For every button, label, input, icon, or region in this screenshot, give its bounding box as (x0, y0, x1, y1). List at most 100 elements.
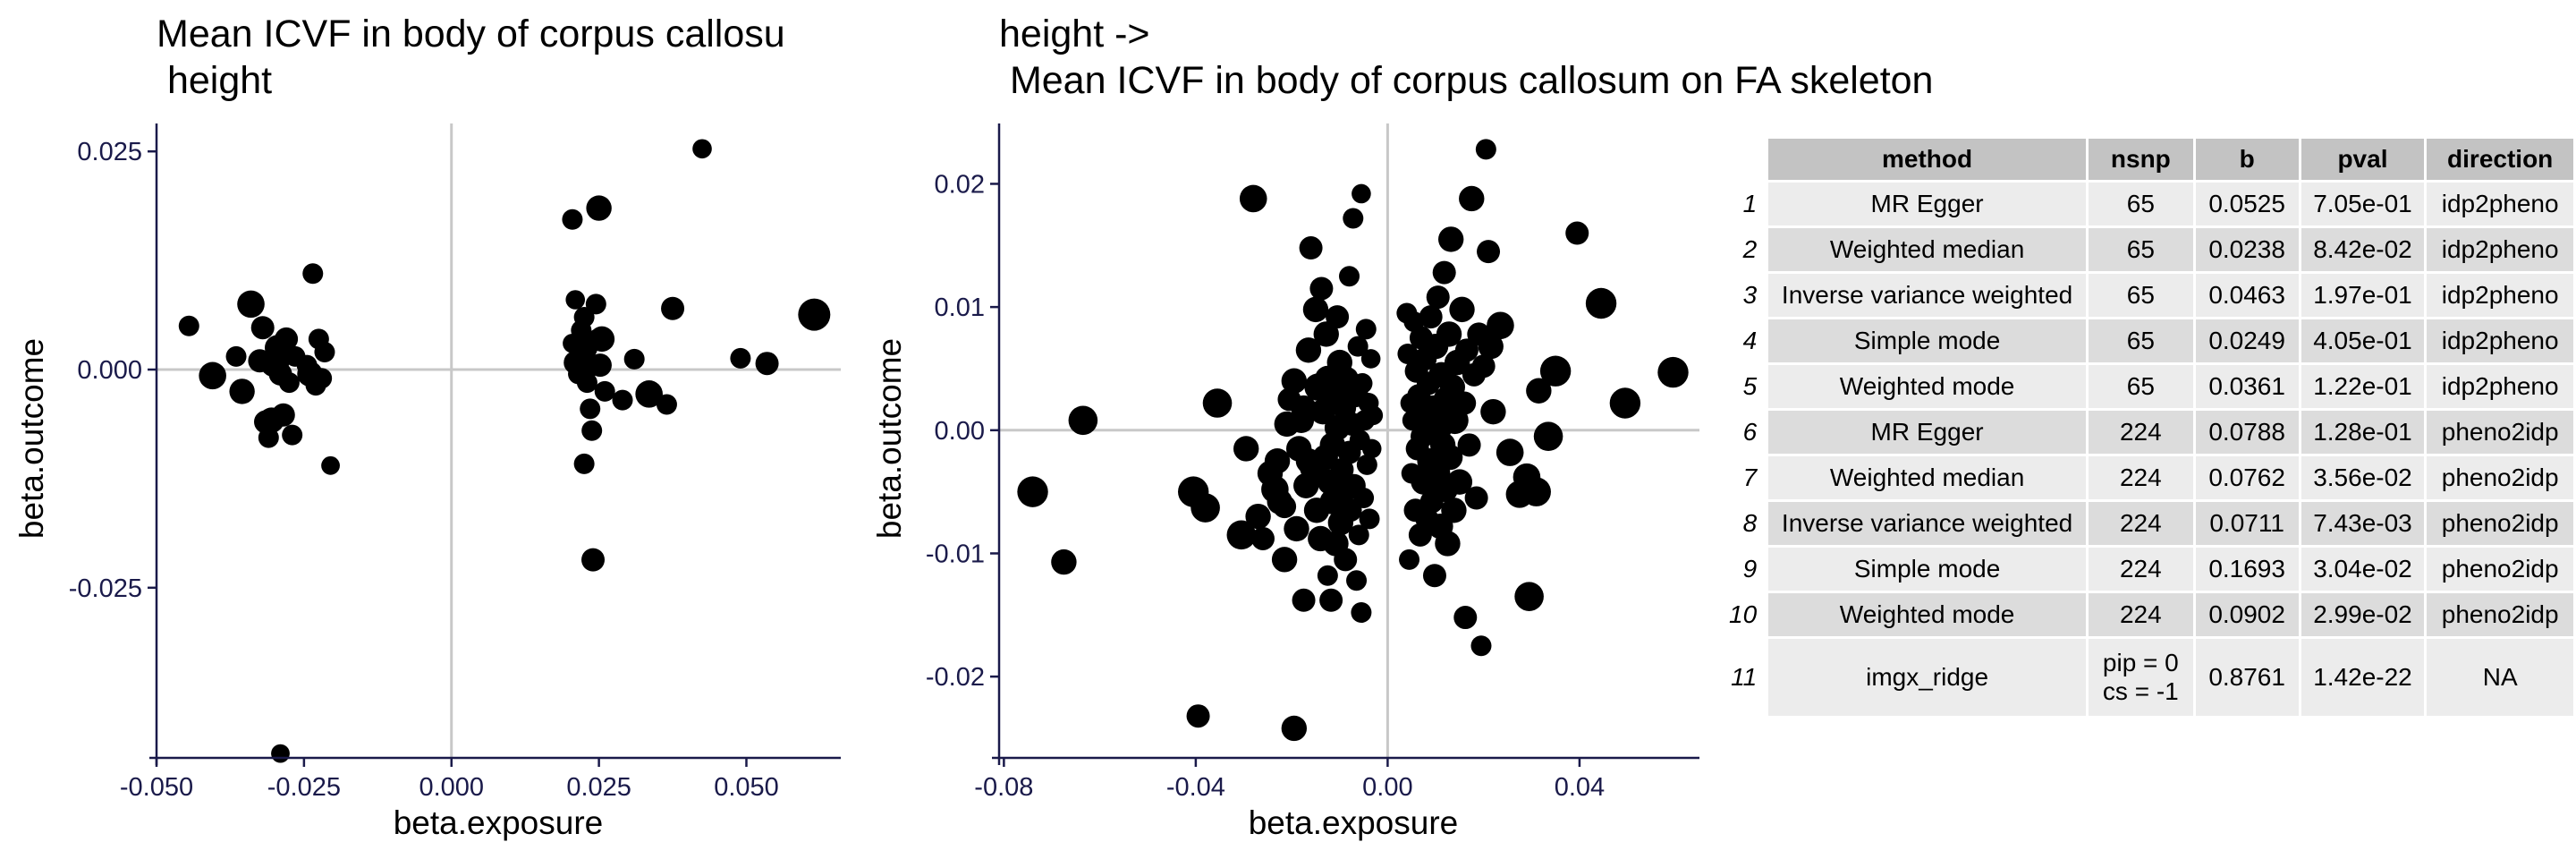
data-point (1281, 715, 1308, 742)
table-cell-direction: pheno2idp (2427, 548, 2573, 591)
y-tick-label: 0.000 (77, 356, 142, 385)
table-cell-pval: 8.42e-02 (2301, 228, 2425, 271)
data-point (588, 353, 612, 378)
x-tick-label: -0.025 (267, 773, 341, 802)
table-cell-b: 0.0238 (2195, 228, 2299, 271)
data-point (730, 347, 751, 369)
data-point (1186, 704, 1210, 728)
data-point (1432, 260, 1456, 285)
data-point (178, 315, 199, 336)
data-point (1609, 387, 1641, 419)
table-cell-direction: pheno2idp (2427, 593, 2573, 636)
table-cell-b: 0.0525 (2195, 183, 2299, 225)
table-cell-method: Inverse variance weighted (1768, 502, 2086, 545)
data-point (1422, 564, 1446, 588)
data-point (1436, 321, 1462, 347)
table-cell-pval: 4.05e-01 (2301, 319, 2425, 362)
x-tick-label: 0.025 (566, 773, 631, 802)
table-cell-b: 0.0463 (2195, 274, 2299, 317)
y-tick-label: -0.02 (926, 663, 985, 692)
data-point (1299, 236, 1323, 260)
plot1-title: Mean ICVF in body of corpus callosu heig… (157, 13, 785, 102)
data-point (1397, 343, 1419, 364)
data-point (1453, 606, 1478, 630)
data-point (1487, 311, 1514, 340)
data-point (1471, 354, 1496, 378)
table-row-id: 3 (1729, 274, 1767, 317)
x-tick-label: 0.04 (1555, 773, 1605, 802)
data-point (1533, 421, 1563, 451)
data-point (1419, 305, 1443, 329)
table-row-id: 9 (1729, 548, 1767, 591)
data-point (1521, 477, 1551, 506)
table-cell-nsnp: pip = 0 cs = -1 (2089, 639, 2193, 716)
table-row: 7 Weighted median 224 0.0762 3.56e-02 pheno2i… (1729, 456, 2573, 499)
data-point (302, 263, 324, 285)
plot2-ylabel: beta.outcome (871, 338, 908, 539)
data-point (1361, 438, 1382, 459)
data-point (199, 361, 226, 390)
table-cell-method: MR Egger (1768, 411, 2086, 454)
table-cell-nsnp: 65 (2089, 319, 2193, 362)
table-row-id: 6 (1729, 411, 1767, 454)
data-point (1051, 549, 1077, 575)
x-tick-label: 0.050 (714, 773, 779, 802)
table-row-id: 7 (1729, 456, 1767, 499)
table-row: 5 Weighted mode 65 0.0361 1.22e-01 idp2pheno (1729, 365, 2573, 408)
data-point (1363, 405, 1384, 426)
data-point (1344, 378, 1368, 403)
data-point (661, 296, 685, 320)
scatter-plot-1: -0.050 -0.025 0.000 0.025 0.050 -0.025 0.000 0.… (13, 123, 841, 841)
table-row-id: 2 (1729, 228, 1767, 271)
table-cell-method: Simple mode (1768, 319, 2086, 362)
data-point (1355, 319, 1377, 340)
data-point (1291, 395, 1317, 421)
data-point (250, 316, 275, 340)
table-cell-direction: pheno2idp (2427, 502, 2573, 545)
table-cell-b: 0.0361 (2195, 365, 2299, 408)
data-point (1068, 405, 1098, 436)
table-cell-nsnp: 65 (2089, 274, 2193, 317)
plot1-ylabel: beta.outcome (13, 338, 50, 539)
scatter-plot-2: -0.08 -0.04 0.00 0.04 -0.02 -0.01 0.00 0.01 0.02… (871, 123, 1699, 841)
data-point (1352, 183, 1371, 204)
x-tick-label: 0.00 (1362, 773, 1412, 802)
table-cell-method: Weighted median (1768, 456, 2086, 499)
table-cell-pval: 1.42e-22 (2301, 639, 2425, 716)
data-point (573, 307, 595, 328)
table-row-id: 4 (1729, 319, 1767, 362)
table-cell-method: Weighted median (1768, 228, 2086, 271)
data-point (562, 208, 583, 230)
data-point (1453, 391, 1477, 415)
data-point (282, 424, 303, 446)
data-point (586, 195, 612, 221)
data-point (1281, 368, 1308, 394)
x-tick-label: -0.04 (1166, 773, 1225, 802)
table-cell-nsnp: 65 (2089, 183, 2193, 225)
data-point (311, 368, 333, 389)
table-row: 10 Weighted mode 224 0.0902 2.99e-02 pheno2id… (1729, 593, 2573, 636)
data-point (612, 389, 633, 411)
data-point (1446, 469, 1473, 495)
table-cell-method: Simple mode (1768, 548, 2086, 591)
table-cell-pval: 1.28e-01 (2301, 411, 2425, 454)
data-point (1295, 448, 1322, 474)
plot2-xlabel: beta.exposure (1249, 804, 1459, 841)
table-cell-nsnp: 224 (2089, 456, 2193, 499)
table-cell-method: imgx_ridge (1768, 639, 2086, 716)
data-point (1478, 333, 1504, 360)
table-row: 9 Simple mode 224 0.1693 3.04e-02 pheno2idp (1729, 548, 2573, 591)
data-point (229, 378, 255, 404)
data-point (1202, 388, 1233, 418)
data-point (1359, 508, 1380, 530)
data-point (1437, 226, 1464, 252)
data-point (1302, 296, 1329, 323)
data-point (1313, 321, 1339, 347)
data-point (271, 403, 295, 427)
data-point (1436, 444, 1463, 471)
data-point (1250, 526, 1275, 550)
data-point (755, 352, 779, 376)
table-cell-pval: 3.04e-02 (2301, 548, 2425, 591)
data-point (1464, 486, 1488, 510)
